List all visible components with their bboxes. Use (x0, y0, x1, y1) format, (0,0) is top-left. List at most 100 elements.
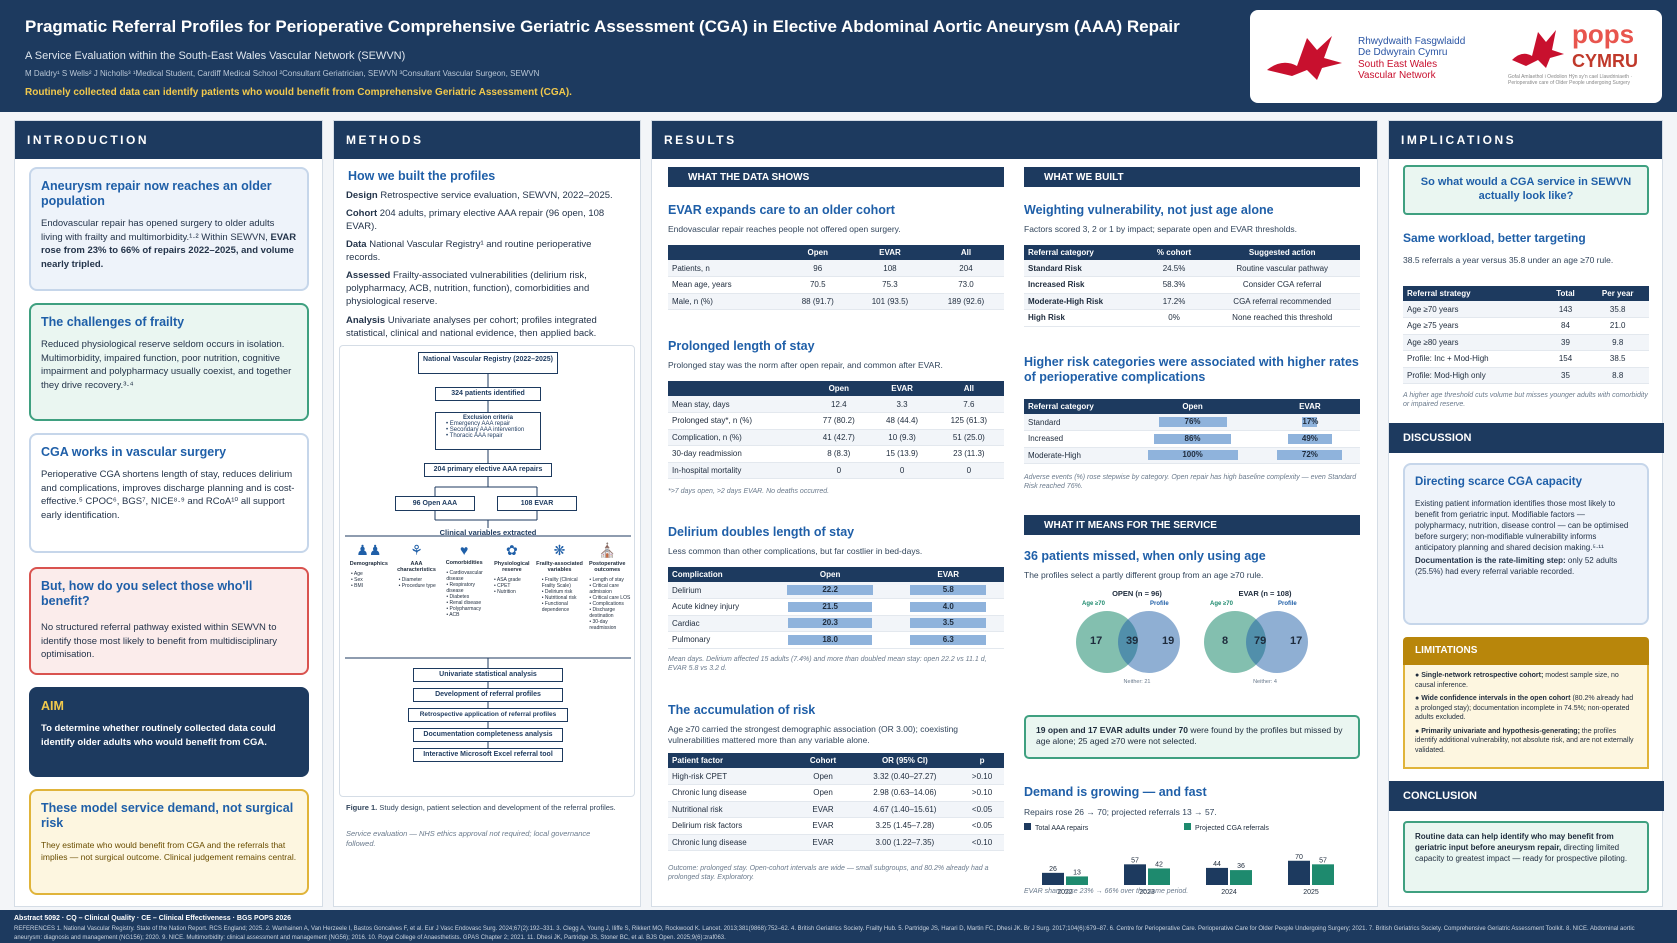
intro-box-text: They estimate who would benefit from CGA… (41, 840, 297, 862)
result-delirium-title: Delirium doubles length of stay (668, 525, 855, 539)
x-tick-label: 2023 (1139, 889, 1155, 895)
los-note: *>7 days open, >2 days EVAR. No deaths o… (668, 488, 830, 495)
intro-box-model: These model service demand, not surgical… (29, 789, 309, 895)
intro-box-title: Aneurysm repair now reaches an older pop… (41, 179, 272, 208)
table-row: Complication, n (%) 41 (42.7) 10 (9.3) 51 (… (668, 429, 1004, 446)
result-risk-title: The accumulation of risk (668, 703, 816, 717)
flowchart: National Vascular Registry (2022–2025) 3… (339, 345, 635, 797)
discussion-text: Existing patient information identifies … (1415, 499, 1629, 552)
bar-referrals-2025 (1312, 864, 1334, 885)
table-row: Prolonged stay*, n (%) 77 (80.2) 48 (44.4)… (668, 412, 1004, 430)
bar-repairs-2024 (1206, 867, 1228, 885)
table-row: Mean stay, days 12.4 3.3 7.6 (668, 396, 1004, 413)
introduction-column: INTRODUCTION Aneurysm repair now reaches… (14, 120, 323, 907)
lungs-icon: ✿ (505, 542, 518, 558)
bar-value-label: 26 (1049, 866, 1057, 873)
bar-repairs-2022 (1042, 872, 1064, 885)
category-aaa: ⚘ AAA characteristics • Diameter • Procedu… (393, 542, 441, 654)
intro-box-title: These model service demand, not surgical… (41, 801, 294, 830)
intro-box-title: CGA works in vascular surgery (41, 445, 227, 459)
table-referral-categories: Referral category% cohort Suggested actio… (1024, 245, 1360, 327)
adverse-note: Adverse events (%) rose stepwise by cate… (1024, 474, 1357, 490)
bar-referrals-2022 (1066, 876, 1088, 885)
question-box: So what would a CGA service in SEWVN act… (1403, 165, 1649, 215)
venn-open: OPEN (n = 96) Age ≥70 Profile 17 39 19 N… (1072, 589, 1202, 689)
methods-analysis: Analysis Univariate analyses per cohort;… (346, 315, 597, 339)
intro-box-text: Reduced physiological reserve seldom occ… (41, 339, 292, 391)
intro-box-text: Endovascular repair has opened surgery t… (41, 218, 297, 270)
result-missed-text: The profiles select a partly different g… (1024, 570, 1264, 580)
table-row: In-hospital mortality 0 0 0 (668, 462, 1004, 479)
flow-connectors (345, 374, 631, 748)
implications-heading: IMPLICATIONS (1389, 121, 1662, 159)
intro-box-cga: CGA works in vascular surgery Perioperat… (29, 433, 309, 553)
table-row: Mean age, years 70.5 75.3 73.0 (668, 276, 1004, 294)
hospital-icon: ⛪ (598, 542, 616, 558)
table-row: 30-day readmission 8 (8.3) 15 (13.9) 23 (11… (668, 445, 1004, 463)
aim-text: To determine whether routinely collected… (41, 723, 276, 748)
x-tick-label: 2024 (1221, 889, 1237, 895)
table-row: Chronic lung disease EVAR 3.00 (1.22–7.35)… (668, 834, 1004, 851)
logo-welsh-text: Rhwydwaith Fasgwlaidd De Ddwyrain Cymru (1358, 36, 1466, 58)
result-missed-title: 36 patients missed, when only using age (1024, 549, 1266, 563)
table-row: Cardiac 20.3 3.5 (668, 615, 1004, 632)
intro-box-text: No structured referral pathway existed w… (41, 622, 278, 660)
methods-design: Design Retrospective service evaluation,… (346, 190, 613, 201)
authors: M Daldry¹ S Wells² J Nicholls³ ¹Medical … (25, 69, 540, 78)
conclusion-box: Routine data can help identify who may b… (1403, 821, 1649, 893)
result-demand-title: Demand is growing — and fast (1024, 785, 1207, 799)
methods-assessed: Assessed Frailty-associated vulnerabilit… (346, 270, 590, 307)
limitations-heading: LIMITATIONS (1403, 637, 1649, 665)
implications-column: IMPLICATIONS So what would a CGA service… (1388, 120, 1664, 907)
table-los: Open EVAR All Mean stay, days 12.4 3.3 7.6 Pr… (668, 381, 1004, 479)
table-row: Age ≥75 years 84 21.0 (1403, 317, 1649, 335)
intro-box-title: But, how do you select those who'll bene… (41, 579, 253, 608)
flow-exclusion: Exclusion criteria • Emergency AAA repai… (435, 412, 541, 450)
aim-box: AIM To determine whether routinely colle… (29, 687, 309, 777)
footer: Abstract 5092 · CQ – Clinical Quality · … (0, 910, 1677, 943)
results-heading: RESULTS (652, 121, 1377, 159)
bar-value-label: 36 (1237, 863, 1245, 870)
table-row: Increased Risk 58.3% Consider CGA referral (1024, 276, 1360, 294)
pops-dragon-icon (1512, 30, 1564, 68)
bar-repairs-2023 (1124, 864, 1146, 885)
flow-primary-repairs: 204 primary elective AAA repairs (424, 463, 552, 477)
result-evar-text: Endovascular repair reaches people not o… (668, 224, 901, 234)
logo-english-text: South East Wales Vascular Network (1358, 59, 1438, 81)
bar-value-label: 13 (1073, 869, 1081, 876)
result-delirium-text: Less common than other complications, bu… (668, 546, 923, 556)
cymru-logo: CYMRU (1572, 51, 1638, 71)
table-row: Patients, n 96 108 204 (668, 260, 1004, 277)
demand-chart: Total AAA repairs Projected CGA referrals… (1024, 823, 1334, 895)
result-complications-title: Higher risk categories were associated w… (1024, 355, 1359, 384)
table-row: Chronic lung disease Open 2.98 (0.63–14.06… (668, 784, 1004, 802)
figure-caption: Figure 1. Study design, patient selectio… (346, 803, 616, 812)
limitations-box: ● Single-network retrospective cohort; m… (1403, 665, 1649, 769)
dragon-logo-icon (1267, 36, 1342, 80)
flow-open: 96 Open AAA (395, 496, 475, 511)
introduction-heading: INTRODUCTION (15, 121, 322, 159)
category-comorbidities: ♥ Comorbidities • Cardiovascular disease •… (440, 542, 488, 654)
table-row: Increased 86% 49% (1024, 430, 1360, 448)
result-demand-text: Repairs rose 26 → 70; projected referral… (1024, 807, 1217, 817)
table-adverse-events: Referral category Open EVAR Standard 76% 17%… (1024, 399, 1360, 464)
result-los-title: Prolonged length of stay (668, 339, 815, 353)
bar-data-shows: WHAT THE DATA SHOWS (668, 167, 1004, 187)
legend-swatch (1024, 823, 1031, 830)
flow-registry: National Vascular Registry (2022–2025) (418, 352, 558, 374)
table-row: Acute kidney injury 21.5 4.0 (668, 598, 1004, 616)
people-icon: ♟♟ (356, 542, 382, 558)
pops-logo: pops (1572, 19, 1635, 49)
demand-note: EVAR share rose 23% → 66% over the same … (1024, 888, 1189, 895)
intro-box-frailty: The challenges of frailty Reduced physio… (29, 303, 309, 421)
table-odds-ratios: Patient factor Cohort OR (95% CI) p High-ri… (668, 753, 1004, 851)
table-row: High-risk CPET Open 3.32 (0.40–27.27) >0.10 (668, 768, 1004, 785)
flow-univariate: Univariate statistical analysis (413, 668, 563, 682)
bar-value-label: 57 (1319, 857, 1327, 864)
bar-what-it-means: WHAT IT MEANS FOR THE SERVICE (1024, 515, 1360, 535)
result-weighting-text: Factors scored 3, 2 or 1 by impact; sepa… (1024, 224, 1297, 234)
bar-value-label: 44 (1213, 861, 1221, 868)
bar-repairs-2025 (1288, 860, 1310, 885)
ethics-note: Service evaluation — NHS ethics approval… (346, 829, 591, 848)
discussion-heading: DISCUSSION (1389, 423, 1664, 453)
